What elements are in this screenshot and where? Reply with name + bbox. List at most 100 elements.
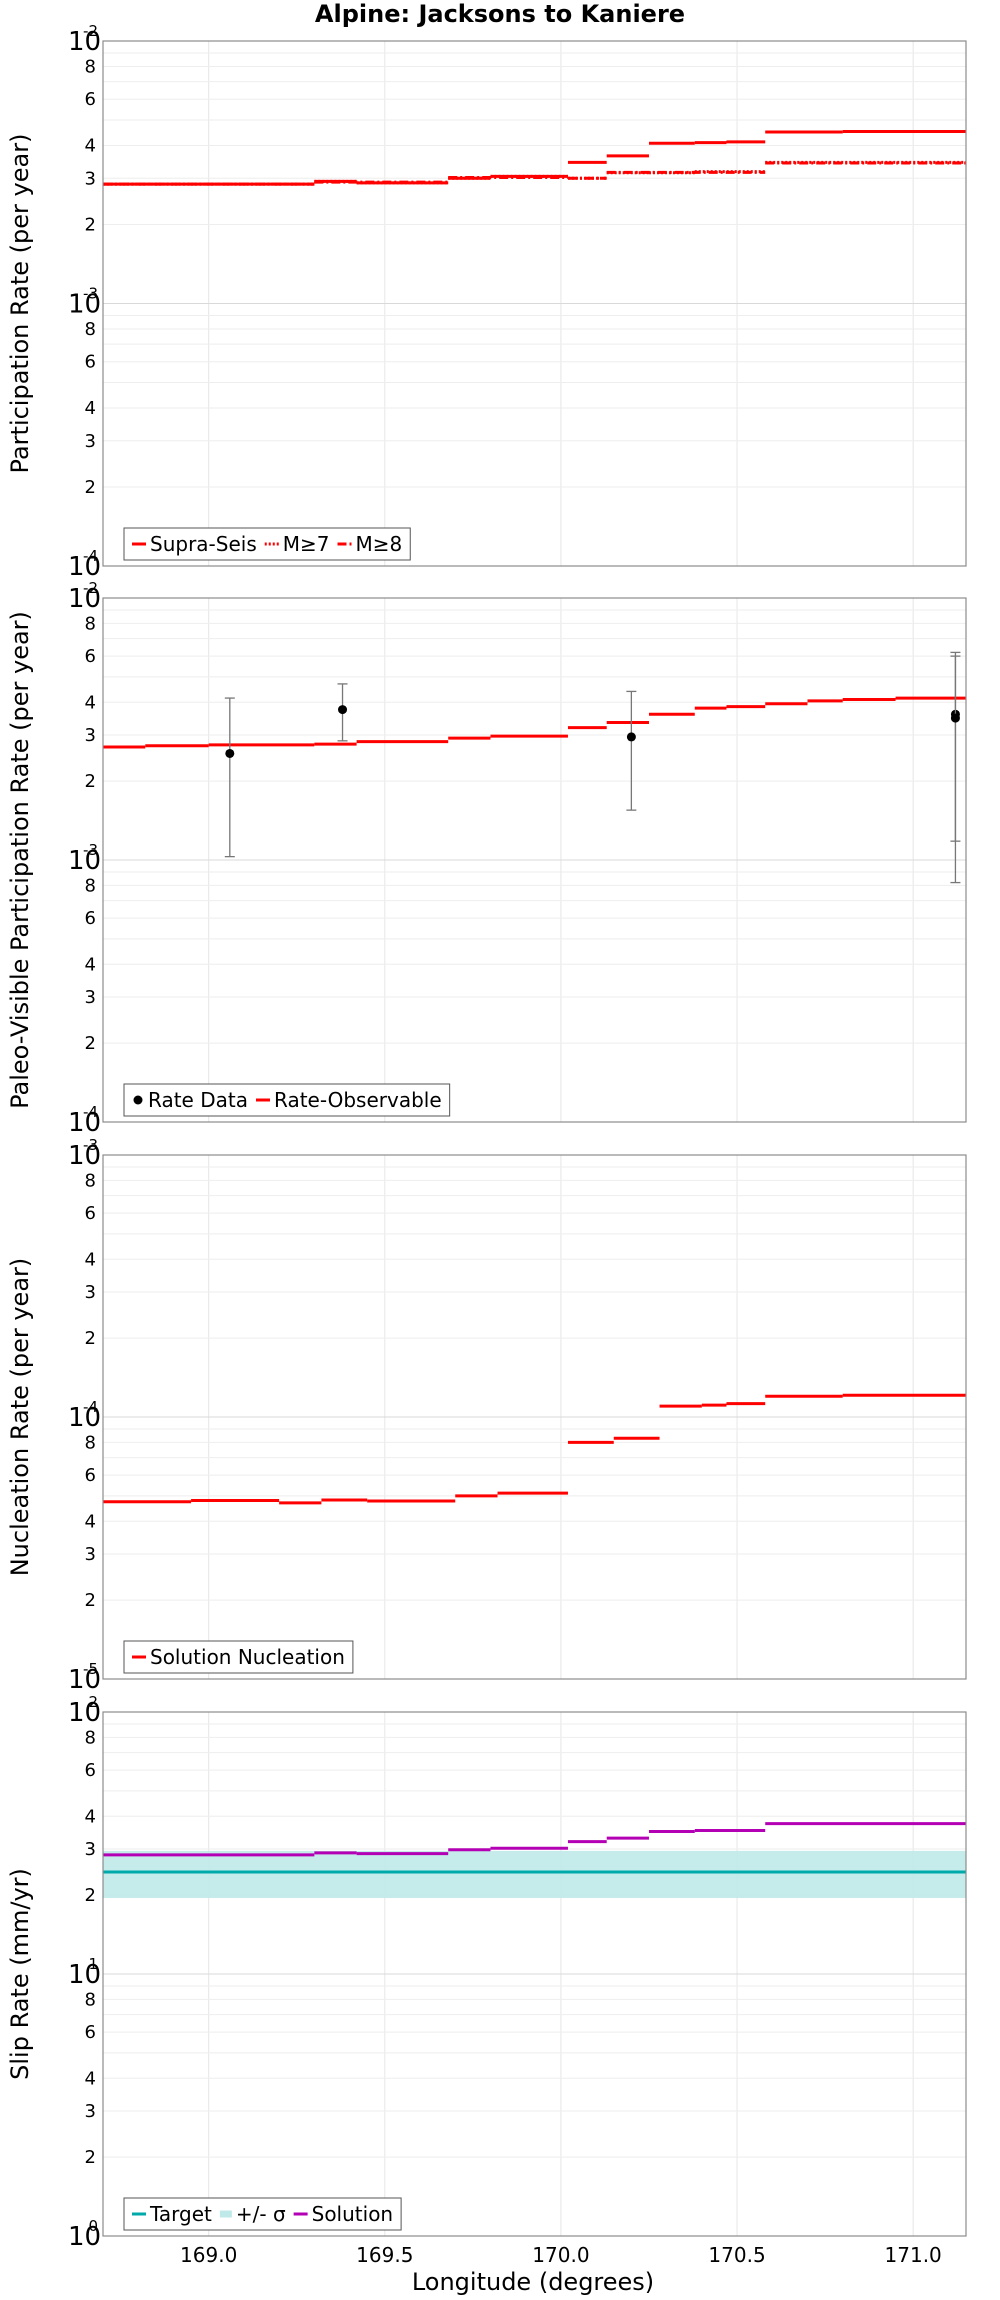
y-major-tick-label: 10	[68, 1960, 101, 1990]
y-minor-tick-label: 3	[85, 168, 96, 189]
y-major-tick-exponent: -5	[83, 1660, 98, 1678]
y-major-tick-exponent: 2	[88, 1693, 98, 1711]
legend-label: Rate Data	[148, 1088, 248, 1112]
x-tick-label: 170.5	[708, 2243, 765, 2267]
y-major-tick-exponent: -2	[83, 22, 98, 40]
y-minor-tick-label: 8	[85, 875, 96, 896]
y-minor-tick-label: 3	[85, 2101, 96, 2122]
y-minor-tick-label: 2	[85, 1590, 96, 1611]
y-minor-tick-label: 4	[85, 1511, 96, 1532]
y-minor-tick-label: 6	[85, 646, 96, 667]
y-minor-tick-label: 8	[85, 613, 96, 634]
x-axis-ticks: 169.0 169.5 170.0 170.5 171.0	[180, 2243, 942, 2267]
legend-box	[123, 2197, 402, 2231]
x-axis-label: Longitude (degrees)	[412, 2268, 654, 2296]
rate-data-point	[950, 713, 960, 723]
plot-frame	[102, 597, 967, 1123]
y-minor-tick-label: 3	[85, 725, 96, 746]
x-tick-label: 170.0	[532, 2243, 589, 2267]
y-major-tick-label: 10	[68, 1108, 101, 1138]
y-minor-tick-label: 2	[85, 1885, 96, 1906]
y-minor-tick-label: 3	[85, 431, 96, 452]
y-major-tick-exponent: 1	[88, 1955, 98, 1973]
plot-frame	[102, 40, 967, 567]
y-minor-tick-label: 8	[85, 1170, 96, 1191]
y-minor-tick-label: 3	[85, 1839, 96, 1860]
y-minor-tick-label: 2	[85, 1328, 96, 1349]
y-minor-tick-label: 2	[85, 771, 96, 792]
rate-data-point	[626, 732, 636, 742]
y-minor-tick-label: 2	[85, 214, 96, 235]
legend-label: Target	[149, 2202, 212, 2226]
y-minor-tick-label: 8	[85, 319, 96, 340]
y-major-tick-label: 10	[68, 846, 101, 876]
sigma-band	[103, 1850, 966, 1899]
y-minor-tick-label: 8	[85, 1727, 96, 1748]
y-major-tick-label: 10	[68, 27, 101, 57]
y-minor-tick-label: 6	[85, 352, 96, 373]
y-major-tick-exponent: -4	[83, 547, 98, 565]
y-major-tick-label: 10	[68, 1141, 101, 1171]
legend-label: M≥7	[283, 532, 330, 556]
chart-title: Alpine: Jacksons to Kaniere	[315, 0, 685, 28]
y-major-tick-exponent: -4	[83, 1398, 98, 1416]
y-minor-tick-label: 3	[85, 1282, 96, 1303]
y-major-tick-label: 10	[68, 1665, 101, 1695]
y-minor-tick-label: 4	[85, 135, 96, 156]
rate-data-point	[225, 748, 235, 758]
y-major-tick-label: 10	[68, 2222, 101, 2252]
y-major-tick-label: 10	[68, 1403, 101, 1433]
y-minor-tick-label: 6	[85, 2022, 96, 2043]
y-minor-tick-label: 8	[85, 56, 96, 77]
y-minor-tick-label: 6	[85, 89, 96, 110]
legend-label: Rate-Observable	[274, 1088, 442, 1112]
y-minor-tick-label: 2	[85, 477, 96, 498]
y-major-tick-label: 10	[68, 584, 101, 614]
y-major-tick-exponent: -3	[83, 285, 98, 303]
x-tick-label: 171.0	[885, 2243, 942, 2267]
legend-box	[123, 1083, 451, 1117]
legend-label: Solution Nucleation	[150, 1645, 345, 1669]
y-major-tick-label: 10	[68, 290, 101, 320]
legend: Supra-Seis M≥7 M≥8	[123, 527, 411, 561]
legend-box	[123, 527, 411, 561]
y-minor-tick-label: 2	[85, 1033, 96, 1054]
y-minor-tick-label: 3	[85, 1544, 96, 1565]
y-minor-tick-label: 6	[85, 1203, 96, 1224]
y-minor-tick-label: 2	[85, 2147, 96, 2168]
legend: Rate Data Rate-Observable	[123, 1083, 451, 1117]
x-tick-label: 169.0	[180, 2243, 237, 2267]
y-minor-tick-label: 6	[85, 908, 96, 929]
x-tick-label: 169.5	[356, 2243, 413, 2267]
plot-frame	[102, 1154, 967, 1680]
y-minor-tick-label: 4	[85, 1806, 96, 1827]
legend-label: Solution	[312, 2202, 393, 2226]
y-minor-tick-label: 4	[85, 2068, 96, 2089]
y-minor-tick-label: 4	[85, 692, 96, 713]
y-axis-label: Participation Rate (per year)	[6, 134, 34, 474]
legend-box	[123, 1640, 354, 1674]
y-minor-tick-label: 3	[85, 987, 96, 1008]
y-major-tick-exponent: -3	[83, 841, 98, 859]
plot-frame	[102, 1711, 967, 2237]
y-minor-tick-label: 4	[85, 1249, 96, 1270]
y-major-tick-exponent: -3	[83, 1136, 98, 1154]
y-major-tick-label: 10	[68, 552, 101, 582]
legend: Solution Nucleation	[123, 1640, 354, 1674]
y-minor-tick-label: 8	[85, 1432, 96, 1453]
y-minor-tick-label: 8	[85, 1989, 96, 2010]
legend: Target +/- σ Solution	[123, 2197, 402, 2231]
y-major-tick-exponent: -2	[83, 579, 98, 597]
rate-data-point	[338, 705, 348, 715]
y-major-tick-exponent: -4	[83, 1103, 98, 1121]
y-major-tick-exponent: 0	[88, 2217, 98, 2235]
y-axis-label: Slip Rate (mm/yr)	[6, 1868, 34, 2080]
y-minor-tick-label: 6	[85, 1465, 96, 1486]
y-major-tick-label: 10	[68, 1698, 101, 1728]
